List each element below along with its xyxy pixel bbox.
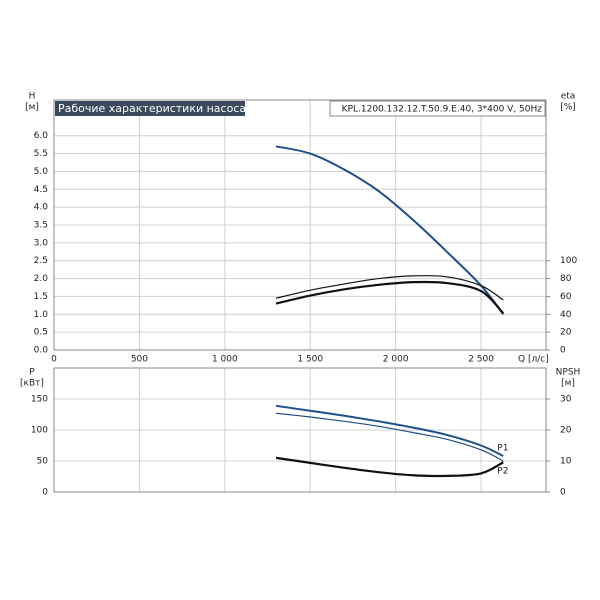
y2-axis-label: NPSH <box>556 368 581 378</box>
y-tick-label: 50 <box>37 457 49 467</box>
y2-tick-label: 20 <box>560 426 572 436</box>
y-tick-label: 1.0 <box>34 310 49 320</box>
y2-tick-label: 100 <box>560 256 577 266</box>
chart-title: Рабочие характеристики насоса <box>58 102 246 115</box>
y-axis-unit: [м] <box>25 103 39 113</box>
y2-tick-label: 0 <box>560 346 566 356</box>
y-tick-label: 150 <box>31 395 48 405</box>
plot-frame <box>53 367 547 493</box>
y-tick-label: 0.5 <box>34 328 48 338</box>
y2-tick-label: 30 <box>560 395 572 405</box>
y2-axis-unit: [%] <box>560 103 576 113</box>
y-tick-label: 5.5 <box>34 149 48 159</box>
x-tick-label: 1 500 <box>297 355 323 365</box>
y-tick-label: 4.0 <box>34 203 49 213</box>
y-tick-label: 2.5 <box>34 256 48 266</box>
y-tick-label: 0 <box>42 488 48 498</box>
x-tick-label: 2 000 <box>383 355 409 365</box>
y2-axis-unit: [м] <box>561 379 575 389</box>
y-tick-label: 0.0 <box>34 346 49 356</box>
y2-tick-label: 0 <box>560 488 566 498</box>
curve <box>276 412 504 462</box>
y-tick-label: 2.0 <box>34 274 49 284</box>
y2-axis-label: eta <box>561 92 576 102</box>
curve-label: P2 <box>497 467 508 477</box>
curve <box>275 275 504 301</box>
y-tick-label: 3.0 <box>34 238 49 248</box>
y-tick-label: 1.5 <box>34 292 48 302</box>
curve <box>275 404 504 457</box>
curve-label: P1 <box>497 444 508 454</box>
x-tick-label: 0 <box>51 355 57 365</box>
x-tick-label: 2 500 <box>468 355 494 365</box>
y-axis-unit: [кВт] <box>20 379 44 389</box>
y2-tick-label: 60 <box>560 292 572 302</box>
y-tick-label: 4.5 <box>34 185 48 195</box>
y-tick-label: 6.0 <box>34 131 49 141</box>
y2-tick-label: 40 <box>560 310 572 320</box>
subtitle-box <box>329 100 546 117</box>
title-box <box>55 101 245 116</box>
curve <box>275 145 505 315</box>
y2-tick-label: 80 <box>560 274 572 284</box>
y-axis-label: H <box>29 92 36 102</box>
x-tick-label: 1 000 <box>212 355 238 365</box>
y-tick-label: 100 <box>31 426 48 436</box>
y2-tick-label: 10 <box>560 457 572 467</box>
y-tick-label: 3.5 <box>34 221 48 231</box>
y-axis-label: P <box>29 368 35 378</box>
chart-subtitle: KPL.1200.132.12.T.50.9.E.40, 3*400 V, 50… <box>342 105 543 115</box>
y2-tick-label: 20 <box>560 328 572 338</box>
y-tick-label: 5.0 <box>34 167 49 177</box>
plot-frame <box>53 99 547 351</box>
x-axis-label: Q [л/с] <box>518 355 549 365</box>
curve <box>275 456 504 478</box>
x-tick-label: 500 <box>131 355 148 365</box>
curve <box>275 280 505 315</box>
